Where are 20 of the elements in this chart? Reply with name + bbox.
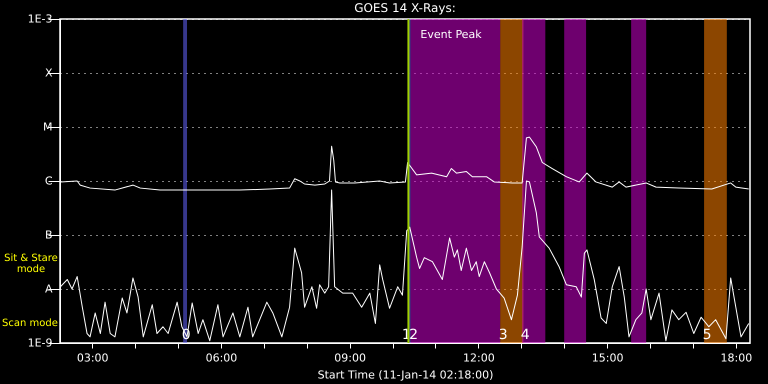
- y-tick-label: C: [44, 174, 53, 188]
- band-label: 2: [409, 327, 418, 343]
- y-tick-label: 1E-3: [28, 12, 52, 26]
- x-tick-label: 03:00: [76, 352, 109, 364]
- band-label: 4: [520, 327, 530, 343]
- band-label: 3: [498, 327, 508, 343]
- ref-line-label: Event Peak: [420, 28, 482, 41]
- band-label: 0: [182, 327, 191, 343]
- x-tick-label: 18:00: [720, 352, 752, 364]
- text: Sit & Stare mode: [3, 253, 59, 275]
- chart-title: GOES 14 X-Rays:: [354, 1, 456, 15]
- x-tick-label: 09:00: [334, 352, 366, 364]
- x-tick-label: 12:00: [463, 352, 495, 364]
- x-axis-title: Start Time (11-Jan-14 02:18:00): [318, 368, 494, 382]
- band-label: 5: [702, 327, 712, 343]
- y-tick-label: B: [44, 228, 52, 242]
- text: Scan mode: [2, 318, 58, 329]
- x-tick-label: 15:00: [592, 352, 624, 364]
- y-tick-label: 1E-9: [28, 336, 52, 350]
- x-tick-label: 06:00: [206, 352, 238, 364]
